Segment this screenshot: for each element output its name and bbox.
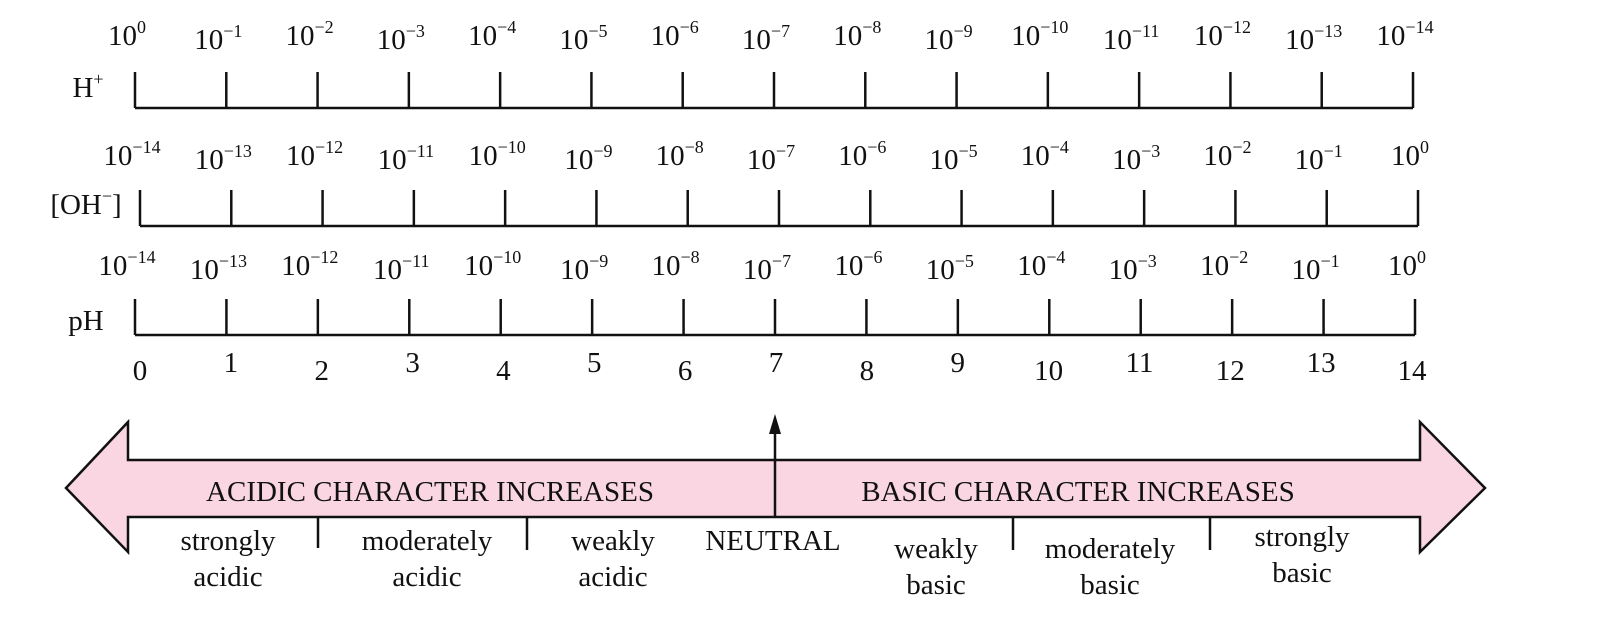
- basic-label: BASIC CHARACTER INCREASES: [861, 476, 1294, 508]
- ph-number: 9: [950, 347, 965, 379]
- ph-number: 10: [1034, 355, 1063, 387]
- tick-label: 10−13: [1285, 21, 1342, 56]
- region-labels: strongly acidic moderately acidic weakly acid…: [180, 521, 1350, 601]
- tick-label: 10−1: [194, 21, 242, 56]
- ph-number: 12: [1216, 355, 1245, 387]
- tick-label: 10−14: [103, 137, 160, 172]
- tick-label: 10−4: [1017, 247, 1065, 282]
- tick-label: 10−12: [281, 247, 338, 282]
- tick-label: 10−14: [1376, 17, 1433, 52]
- region-label-line1: moderately: [1045, 533, 1176, 565]
- tick-label: 10−7: [743, 251, 791, 286]
- region-label: strongly basic: [1254, 521, 1350, 589]
- tick-label: 10−4: [468, 17, 516, 52]
- region-label: moderately acidic: [362, 525, 493, 593]
- region-label-line1: weakly: [571, 525, 655, 557]
- ph-number: 14: [1398, 355, 1428, 387]
- ph-number: 6: [678, 355, 693, 387]
- ph-number: 7: [769, 347, 784, 379]
- tick-label: 10−9: [560, 251, 608, 286]
- tick-label: 10−5: [559, 21, 607, 56]
- tick-label: 10−14: [98, 247, 155, 282]
- ph-number: 1: [224, 347, 239, 379]
- tick-label: 10−1: [1295, 141, 1343, 176]
- tick-label: 10−13: [190, 251, 247, 286]
- scale-label-oh: [OH−]: [50, 186, 121, 221]
- tick-label: 10−11: [373, 251, 429, 286]
- ph-number: 11: [1125, 347, 1153, 379]
- tick-label: 10−10: [464, 247, 521, 282]
- tick-label: 10−6: [651, 17, 699, 52]
- tick-label: 10−8: [656, 137, 704, 172]
- ph-number: 13: [1307, 347, 1336, 379]
- region-label-line2: acidic: [578, 561, 647, 593]
- ph-number: 2: [314, 355, 329, 387]
- ph-number: 0: [133, 355, 148, 387]
- tick-label: 10−3: [1112, 141, 1160, 176]
- tick-label: 10−5: [926, 251, 974, 286]
- region-label: NEUTRAL: [705, 525, 840, 557]
- tick-label: 10−11: [1103, 21, 1159, 56]
- region-label-line1: strongly: [180, 525, 276, 557]
- region-label-line1: strongly: [1254, 521, 1350, 553]
- tick-label: 100: [108, 17, 146, 52]
- tick-label: 10−9: [564, 141, 612, 176]
- tick-label: 10−12: [286, 137, 343, 172]
- tick-label: 10−9: [924, 21, 972, 56]
- tick-label: 10−7: [747, 141, 795, 176]
- region-label-line1: weakly: [894, 533, 978, 565]
- region-label: strongly acidic: [180, 525, 276, 593]
- region-label: weakly acidic: [571, 525, 655, 593]
- tick-label: 10−6: [834, 247, 882, 282]
- scale-label-h: H+: [72, 69, 103, 104]
- tick-label: 10−12: [1194, 17, 1251, 52]
- region-label: weakly basic: [894, 533, 978, 601]
- region-label-line2: basic: [1272, 557, 1332, 589]
- acidic-label: ACIDIC CHARACTER INCREASES: [206, 476, 654, 508]
- region-label-line2: acidic: [392, 561, 461, 593]
- tick-label: 10−6: [838, 137, 886, 172]
- tick-label: 10−7: [742, 21, 790, 56]
- tick-label: 10−3: [1109, 251, 1157, 286]
- scale-label-ph: pH: [68, 305, 104, 337]
- neutral-pointer-head: [769, 414, 781, 434]
- ph-number-labels: 0 1 2 3 4 5 6 7 8 9 10 11 12 13 14: [133, 347, 1427, 387]
- tick-label: 10−8: [833, 17, 881, 52]
- tick-label: 100: [1388, 247, 1426, 282]
- tick-label: 10−8: [651, 247, 699, 282]
- ph-number: 5: [587, 347, 602, 379]
- tick-label: 10−11: [378, 141, 434, 176]
- region-label-line2: acidic: [193, 561, 262, 593]
- tick-label: 10−2: [1203, 137, 1251, 172]
- tick-label: 10−10: [1011, 17, 1068, 52]
- tick-label: 10−3: [377, 21, 425, 56]
- tick-label: 10−1: [1291, 251, 1339, 286]
- scale-h: H+100 10−1 10−2 10−3 10−4 10−5 10−6 10−7 10−8 10−…: [72, 17, 1434, 110]
- tick-label: 10−10: [469, 137, 526, 172]
- tick-label: 10−5: [929, 141, 977, 176]
- region-label-line2: basic: [1080, 569, 1140, 601]
- tick-label: 10−4: [1021, 137, 1069, 172]
- ph-number: 8: [860, 355, 875, 387]
- tick-label: 10−2: [1200, 247, 1248, 282]
- tick-label: 10−2: [285, 17, 333, 52]
- region-dividers: [316, 517, 1212, 550]
- region-label-line1: moderately: [362, 525, 493, 557]
- scale-ph: pH 10−14 10−13 10−12 10−11 10−10 10−9 10−8 10−7 1…: [68, 247, 1426, 337]
- ph-number: 4: [496, 355, 511, 387]
- scale-oh: [OH−] 10−14 10−13 10−12 10−11 10−10 10−9 10−8 10…: [50, 137, 1429, 228]
- region-label: moderately basic: [1045, 533, 1176, 601]
- tick-label: 100: [1391, 137, 1429, 172]
- region-label-line1: NEUTRAL: [705, 525, 840, 557]
- scales: H+100 10−1 10−2 10−3 10−4 10−5 10−6 10−7 10−8 10−…: [50, 17, 1433, 337]
- tick-label: 10−13: [195, 141, 252, 176]
- region-label-line2: basic: [906, 569, 966, 601]
- ph-number: 3: [405, 347, 420, 379]
